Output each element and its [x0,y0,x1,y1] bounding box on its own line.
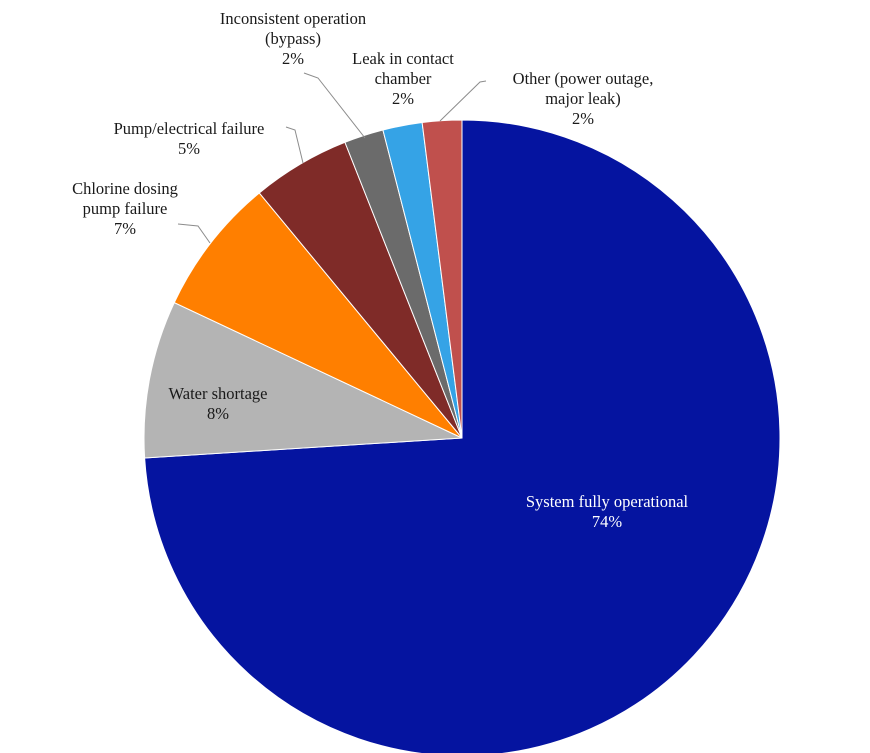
slice-label-6: Other (power outage, major leak) 2% [513,69,654,128]
slice-labels: System fully operational 74% Water shortag… [72,9,688,531]
slice-label-0: System fully operational 74% [526,492,689,531]
slice-name-label: System fully operational [526,492,689,511]
leader-line-3 [285,126,304,164]
slice-name-label: Water shortage [169,384,268,403]
slice-name-label: pump failure [83,199,168,218]
slice-label-2: Chlorine dosing pump failure 7% [72,179,178,238]
slice-label-4: Inconsistent operation (bypass) 2% [220,9,366,68]
slice-value-label: 2% [572,109,594,128]
slice-value-label: 8% [207,404,229,423]
pie-slice-6 [421,119,463,439]
slice-name-label: chamber [375,69,432,88]
slice-name-label: major leak) [545,89,621,108]
leader-line-4 [303,72,366,139]
slice-label-3: Pump/electrical failure 5% [114,119,265,158]
slice-name-label: Pump/electrical failure [114,119,265,138]
slice-name-label: (bypass) [265,29,321,48]
leader-line-6 [439,80,487,122]
slice-value-label: 74% [592,512,623,531]
pie-slice-1 [143,301,463,459]
leader-lines [177,72,487,244]
slice-label-5: Leak in contact chamber 2% [352,49,454,108]
slice-value-label: 7% [114,219,136,238]
slice-value-label: 5% [178,139,200,158]
slice-value-label: 2% [392,89,414,108]
pie-slices [143,119,781,753]
slice-name-label: Inconsistent operation [220,9,366,28]
slice-name-label: Other (power outage, [513,69,654,88]
slice-name-label: Leak in contact [352,49,454,68]
slice-label-1: Water shortage 8% [169,384,268,423]
slice-name-label: Chlorine dosing [72,179,178,198]
slice-value-label: 2% [282,49,304,68]
pie-slice-2 [173,192,463,439]
leader-line-2 [177,223,211,244]
